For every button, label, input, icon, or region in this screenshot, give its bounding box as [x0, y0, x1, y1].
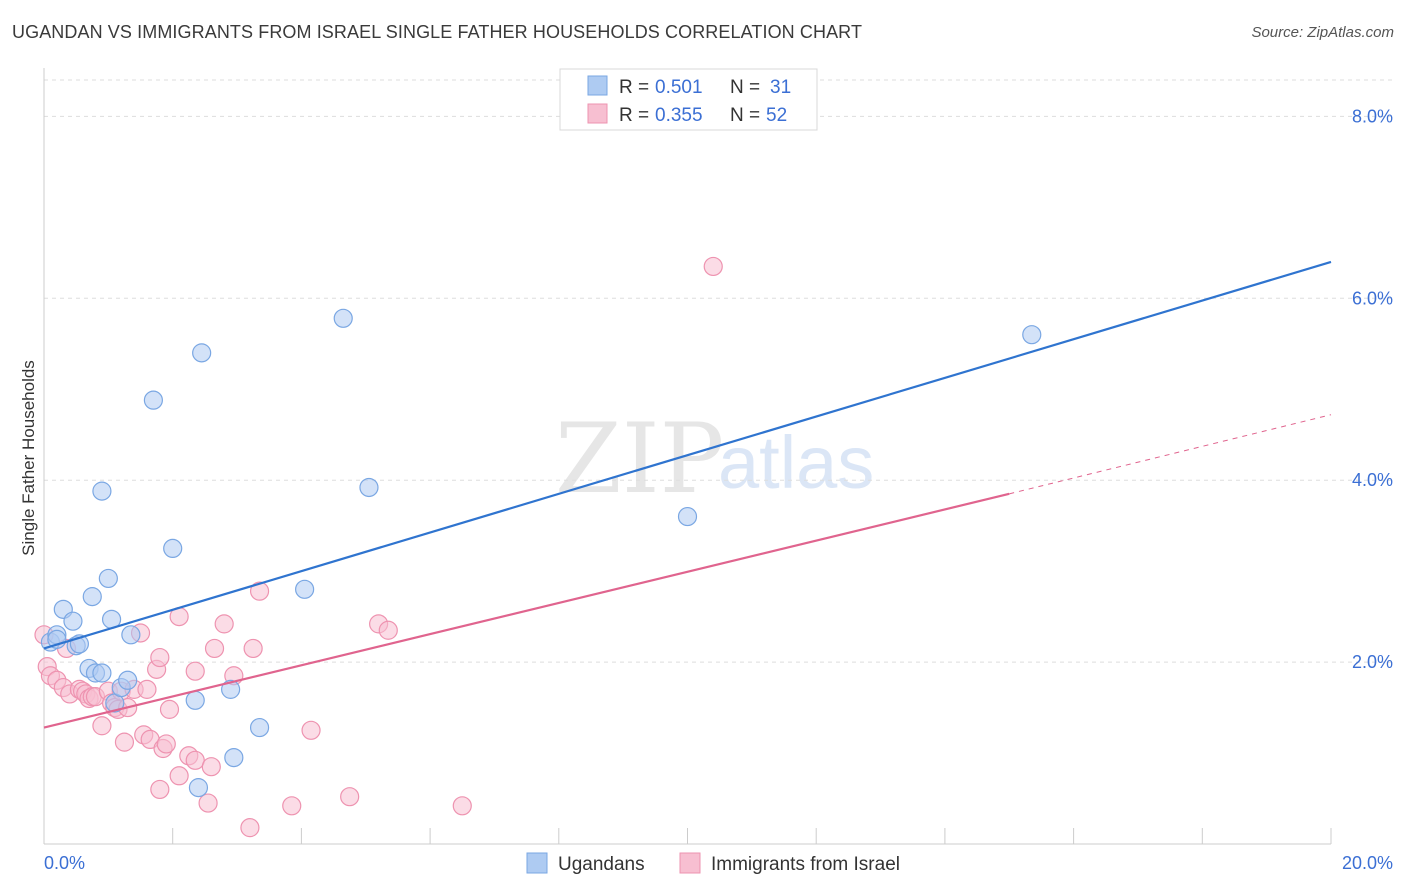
ugandans-data-point — [82, 587, 102, 607]
israel-data-point — [185, 661, 205, 681]
israel-data-point — [150, 647, 170, 668]
ugandans-data-point — [188, 778, 209, 798]
chart-title: UGANDAN VS IMMIGRANTS FROM ISRAEL SINGLE… — [12, 22, 863, 42]
y-tick-label: 2.0% — [1352, 652, 1393, 672]
israel-data-point — [92, 716, 112, 736]
legend-n-label-2: N = — [730, 105, 760, 126]
bottom-legend-israel: Immigrants from Israel — [711, 854, 900, 875]
legend-r-value-1: 0.501 — [655, 77, 703, 98]
legend-n-value-2: 52 — [766, 105, 787, 126]
correlation-legend: R = 0.501 N = 31 R = 0.355 N = 52 — [559, 68, 818, 131]
israel-data-point — [150, 779, 170, 800]
source-credit: Source: ZipAtlas.com — [1251, 24, 1394, 41]
y-tick-label: 4.0% — [1352, 470, 1393, 490]
israel-data-point — [156, 734, 176, 754]
israel-data-point — [169, 766, 189, 786]
legend-r-label-1: R = — [619, 77, 649, 98]
israel-data-point — [204, 638, 225, 659]
israel-data-point — [240, 818, 260, 838]
ugandans-data-point — [677, 506, 698, 527]
axes — [43, 68, 1332, 845]
y-tick-label: 8.0% — [1352, 106, 1393, 126]
series-ugandans-points — [40, 308, 1042, 798]
ugandans-data-point — [192, 343, 212, 363]
bottom-legend-ugandans: Ugandans — [558, 854, 645, 875]
ugandans-data-point — [359, 477, 379, 498]
israel-data-point — [243, 638, 263, 659]
ugandans-data-point — [63, 611, 83, 631]
ugandans-data-point — [92, 663, 112, 683]
legend-swatch-ugandans — [587, 75, 608, 96]
watermark-zip: ZIP — [555, 403, 724, 515]
ugandans-data-point — [221, 679, 241, 699]
israel-data-point — [452, 796, 472, 816]
israel-data-point — [282, 796, 302, 816]
israel-trend-line — [43, 492, 1010, 729]
legend-swatch-israel — [587, 103, 608, 124]
israel-data-point — [249, 581, 270, 601]
x-tick-labels: 0.0% 20.0% — [44, 853, 1393, 873]
x-tick-label-max: 20.0% — [1342, 853, 1393, 873]
ugandans-data-point — [333, 308, 353, 328]
israel-data-point — [159, 699, 180, 719]
israel-data-point — [214, 614, 234, 634]
legend-r-value-2: 0.355 — [655, 105, 703, 126]
ugandans-data-point — [121, 625, 141, 645]
israel-data-point — [137, 679, 157, 699]
gridlines — [44, 79, 1393, 663]
ugandans-data-point — [118, 670, 138, 690]
israel-data-point — [185, 750, 205, 770]
trend-lines — [43, 260, 1332, 729]
israel-data-point — [703, 256, 723, 277]
ugandans-trend-line — [43, 260, 1332, 650]
ugandans-data-point — [185, 690, 205, 710]
x-tick-label-min: 0.0% — [44, 853, 85, 873]
ugandans-data-point — [224, 747, 244, 768]
ugandans-data-point — [249, 717, 270, 738]
ugandans-data-point — [98, 568, 118, 589]
ugandans-data-point — [143, 390, 163, 410]
series-legend: Ugandans Immigrants from Israel — [526, 852, 900, 875]
legend-n-value-1: 31 — [770, 77, 791, 98]
y-tick-label: 6.0% — [1352, 288, 1393, 308]
y-axis-title: Single Father Households — [19, 360, 38, 556]
bottom-legend-swatch-ugandans — [526, 852, 548, 874]
israel-data-point — [198, 793, 218, 813]
israel-data-point — [201, 757, 221, 777]
legend-r-label-2: R = — [619, 105, 649, 126]
y-tick-labels: 2.0% 4.0% 6.0% 8.0% — [1352, 106, 1393, 672]
bottom-legend-swatch-israel — [679, 852, 701, 874]
watermark-atlas: atlas — [718, 421, 874, 504]
israel-data-point — [378, 620, 398, 640]
israel-data-point — [340, 787, 360, 807]
ugandans-data-point — [92, 481, 112, 501]
israel-data-point — [114, 732, 135, 752]
israel-trend-extension — [1009, 414, 1332, 495]
legend-n-label-1: N = — [730, 77, 760, 98]
ugandans-data-point — [295, 579, 315, 599]
israel-data-point — [301, 720, 321, 740]
ugandans-data-point — [163, 538, 183, 559]
ugandans-data-point — [1022, 325, 1042, 345]
